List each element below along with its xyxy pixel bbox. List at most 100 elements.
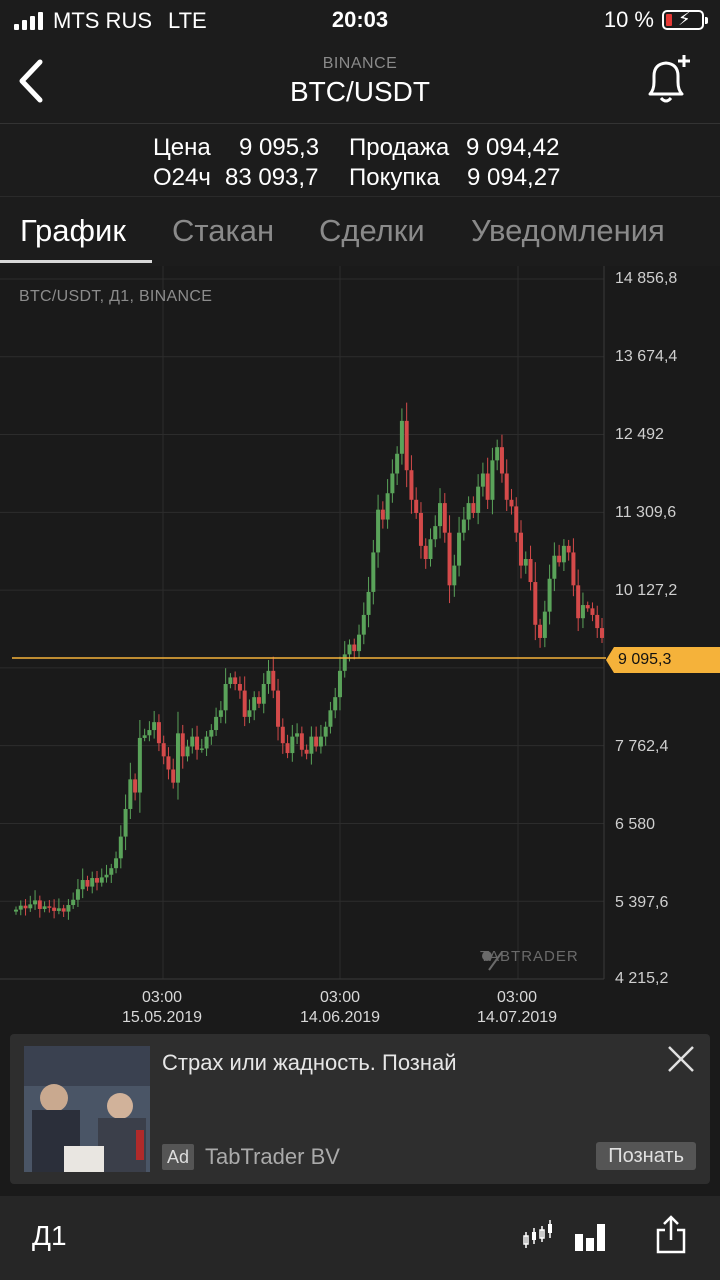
signal-icon — [14, 12, 43, 30]
ad-banner[interactable]: Страх или жадность. Познай Ad TabTrader … — [10, 1034, 710, 1184]
candle — [276, 678, 281, 741]
buy-value: 9 094,27 — [467, 164, 561, 191]
tab-trades[interactable]: Сделки — [319, 213, 425, 248]
candle — [61, 904, 66, 918]
candle — [557, 544, 562, 567]
status-bar: MTS RUS LTE 20:03 10 % ⚡ — [0, 0, 720, 40]
candle — [285, 734, 290, 759]
candle — [14, 906, 18, 915]
candle — [295, 723, 300, 745]
battery-percent: 10 % — [603, 7, 654, 32]
y-tick-label: 5 397,6 — [615, 894, 669, 911]
sell-label: Продажа — [349, 134, 450, 161]
candle — [399, 408, 404, 465]
chart-type-button[interactable] — [522, 1218, 556, 1257]
candle — [199, 738, 204, 753]
candle — [280, 718, 285, 754]
ad-cta-button[interactable]: Познать — [596, 1142, 696, 1170]
candle — [547, 564, 552, 625]
candle — [247, 699, 252, 724]
tab-chart[interactable]: График — [20, 213, 126, 248]
candle — [23, 899, 28, 916]
candle — [390, 459, 395, 503]
candle — [328, 701, 333, 734]
y-tick-label: 7 762,4 — [615, 738, 669, 755]
indicators-button[interactable] — [574, 1220, 606, 1257]
tab-alerts[interactable]: Уведомления — [471, 213, 665, 248]
candle — [209, 724, 214, 745]
ad-badge: Ad — [162, 1144, 195, 1170]
candle — [376, 494, 381, 568]
y-tick-label: 11 309,6 — [615, 504, 677, 521]
share-button[interactable] — [655, 1214, 687, 1259]
candle — [576, 569, 581, 632]
candle — [147, 721, 152, 742]
candle — [585, 601, 590, 612]
candle — [242, 676, 247, 727]
candle — [114, 851, 119, 874]
candle — [304, 744, 309, 760]
candle — [447, 515, 452, 604]
candle — [99, 868, 104, 887]
timeframe-button[interactable]: Д1 — [32, 1220, 67, 1251]
ad-image[interactable] — [24, 1046, 150, 1172]
pair-title: BTC/USDT — [290, 76, 430, 107]
candle — [466, 496, 471, 531]
y-tick-label: 13 674,4 — [615, 348, 678, 365]
back-button[interactable] — [14, 54, 54, 108]
watermark-text: TABTRADER — [480, 948, 579, 965]
close-icon — [668, 1046, 694, 1072]
candle — [314, 726, 319, 752]
price-value: 9 095,3 — [239, 134, 320, 161]
candle — [80, 868, 85, 899]
candle — [33, 890, 38, 910]
share-icon — [656, 1215, 686, 1254]
candle — [495, 439, 500, 471]
candle — [47, 900, 52, 913]
candle — [352, 638, 357, 660]
candle — [461, 507, 466, 541]
ad-close-button[interactable] — [666, 1044, 696, 1074]
candle — [600, 618, 604, 644]
y-tick-label: 12 492 — [615, 426, 664, 443]
candle — [318, 724, 323, 754]
candle — [480, 462, 485, 497]
candle — [171, 758, 176, 789]
chart-caption: BTC/USDT, Д1, BINANCE — [19, 288, 213, 305]
candle — [409, 455, 414, 514]
candle — [342, 641, 347, 678]
candle — [595, 605, 600, 638]
bottom-toolbar: Д1 — [0, 1196, 720, 1280]
tab-bar: График Стакан Сделки Уведомления — [0, 196, 720, 266]
candle — [94, 870, 99, 891]
candle — [433, 515, 438, 548]
candle — [18, 900, 23, 916]
candle — [42, 901, 47, 913]
candle — [223, 668, 228, 724]
exchange-name: BINANCE — [322, 55, 398, 72]
candle — [580, 592, 585, 629]
candle — [142, 728, 147, 742]
add-alert-button[interactable] — [640, 52, 694, 108]
candle — [404, 402, 409, 488]
x-tick-time: 03:00 — [496, 989, 538, 1006]
y-tick-label: 10 127,2 — [615, 582, 678, 599]
last-price-tag: 9 095,3 — [606, 647, 720, 673]
ad-title[interactable]: Страх или жадность. Познай — [162, 1050, 457, 1075]
sell-value: 9 094,42 — [466, 134, 560, 161]
candle — [438, 488, 443, 539]
price-chart[interactable]: BTC/USDT, Д1, BINANCE 14 856,8 13 674,4 … — [0, 266, 720, 1030]
bar-chart-icon — [575, 1224, 605, 1251]
x-tick-label: 03:00 15.05.2019 — [92, 988, 232, 1028]
candle — [538, 618, 543, 648]
buy-label: Покупка — [349, 164, 440, 191]
tab-order-book[interactable]: Стакан — [172, 213, 275, 248]
candle — [561, 539, 566, 572]
candle — [337, 656, 342, 711]
x-tick-label: 03:00 14.07.2019 — [447, 988, 587, 1028]
candle — [128, 762, 133, 820]
candlestick-plot[interactable] — [0, 266, 720, 1030]
candle — [233, 671, 238, 691]
x-tick-label: 03:00 14.06.2019 — [270, 988, 410, 1028]
candle — [452, 554, 457, 597]
